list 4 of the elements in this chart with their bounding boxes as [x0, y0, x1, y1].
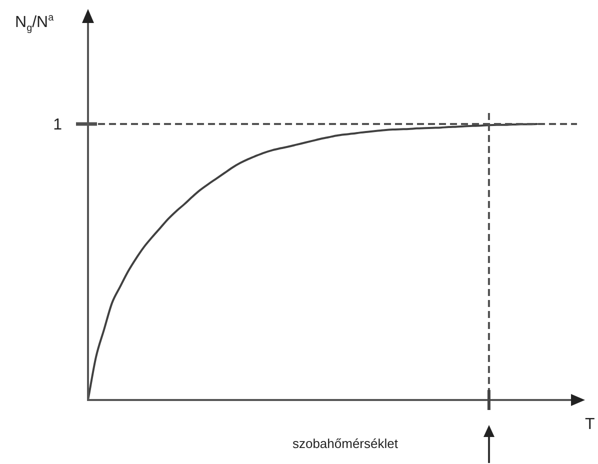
text: szobahőmérséklet [292, 436, 398, 451]
x-axis-title: T [585, 416, 595, 433]
ref-line-label: 1 [53, 116, 62, 134]
text: N$_{g}$/N$^{a}$ [15, 12, 54, 34]
